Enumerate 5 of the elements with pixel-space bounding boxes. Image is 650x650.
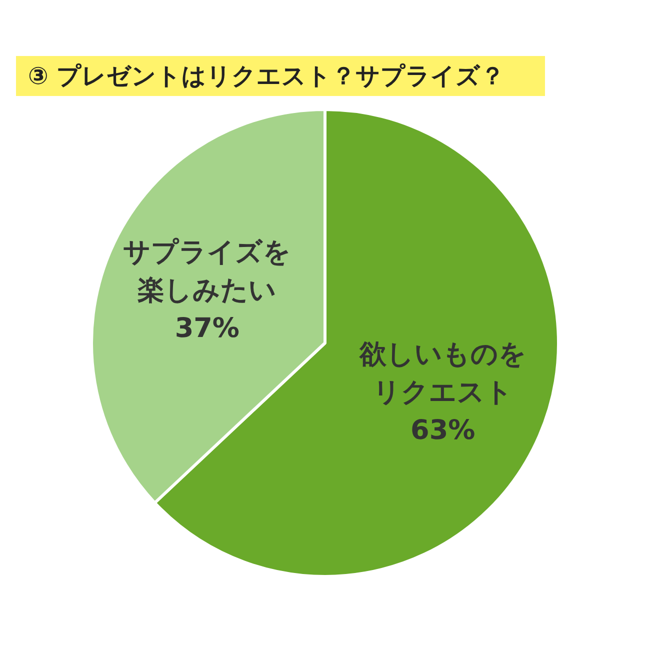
slice-label: サプライズを楽しみたい bbox=[123, 237, 292, 306]
chart-title: ③ プレゼントはリクエスト？サプライズ？ bbox=[16, 56, 545, 96]
slice-label: 欲しいものをリクエスト bbox=[358, 339, 526, 408]
data-label: 63% bbox=[410, 415, 476, 446]
data-label: 37% bbox=[174, 313, 240, 344]
